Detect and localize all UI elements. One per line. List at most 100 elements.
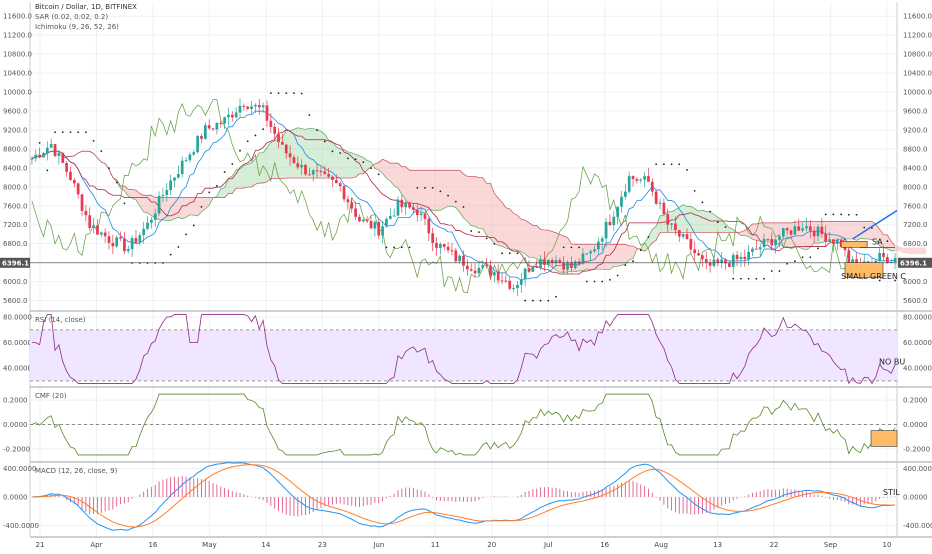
candle-body bbox=[188, 154, 192, 161]
candle-body bbox=[466, 265, 469, 270]
candle-body bbox=[34, 154, 38, 159]
sar-dot bbox=[732, 277, 735, 280]
ichimoku-cloud-segment bbox=[798, 221, 803, 249]
ichimoku-cloud-segment bbox=[247, 162, 252, 188]
sar-dot bbox=[169, 253, 172, 256]
x-axis-tick-label: 11 bbox=[431, 541, 440, 549]
candle-body bbox=[751, 248, 754, 252]
sar-dot bbox=[300, 92, 303, 95]
candle-body bbox=[785, 228, 789, 231]
candle-body bbox=[689, 238, 693, 250]
candle-body bbox=[635, 179, 639, 181]
candle-body bbox=[674, 223, 677, 231]
candle-body bbox=[53, 144, 57, 156]
macd-pane-title[interactable]: MACD (12, 26, close, 9) bbox=[35, 467, 118, 475]
ichimoku-cloud-segment bbox=[791, 222, 795, 249]
candle-body bbox=[512, 288, 515, 290]
rsi-pane-title[interactable]: RSI (14, close) bbox=[35, 316, 86, 324]
candle-body bbox=[146, 222, 149, 229]
x-axis-tick-label: 16 bbox=[148, 541, 157, 549]
sar-dot bbox=[855, 213, 858, 216]
candle-body bbox=[315, 170, 319, 172]
ichimoku-cloud-segment bbox=[848, 221, 853, 239]
candle-body bbox=[481, 265, 485, 268]
ichimoku-cloud-segment bbox=[228, 175, 233, 194]
rsi-tick-label-left: 60.0000 bbox=[3, 339, 32, 347]
candle-body bbox=[130, 238, 134, 250]
candle-body bbox=[724, 259, 727, 264]
candle-body bbox=[334, 179, 338, 184]
candle-body bbox=[431, 233, 435, 243]
ichimoku-cloud-segment bbox=[690, 206, 695, 233]
candle-body bbox=[234, 112, 238, 118]
cmf-tick-label-right: 0.2000 bbox=[903, 397, 928, 405]
sar-dot bbox=[285, 92, 288, 95]
candle-body bbox=[781, 228, 785, 237]
sar-indicator-label[interactable]: SAR (0.02, 0.02, 0.2) bbox=[35, 13, 109, 21]
ichimoku-cloud-segment bbox=[355, 154, 360, 178]
candle-body bbox=[157, 195, 161, 214]
sar-dot bbox=[531, 299, 534, 302]
candle-body bbox=[808, 226, 812, 231]
candle-body bbox=[469, 269, 473, 271]
ichimoku-cloud-segment bbox=[424, 170, 429, 213]
candle-body bbox=[793, 226, 797, 235]
candle-body bbox=[801, 228, 804, 231]
ichimoku-cloud-segment bbox=[178, 197, 183, 219]
ichimoku-cloud-segment bbox=[906, 247, 911, 255]
candle-body bbox=[508, 280, 512, 289]
ichimoku-cloud-segment bbox=[436, 170, 441, 211]
candle-body bbox=[731, 254, 735, 267]
x-axis-tick-label: Aug bbox=[654, 541, 668, 549]
candle-body bbox=[662, 202, 666, 215]
candle-body bbox=[496, 272, 500, 281]
candle-body bbox=[369, 220, 373, 229]
ichimoku-cloud-segment bbox=[270, 140, 275, 179]
sar-dot bbox=[393, 246, 396, 249]
candle-body bbox=[739, 256, 743, 260]
candle-body bbox=[485, 265, 488, 267]
ichimoku-cloud-segment bbox=[505, 207, 510, 250]
ichimoku-cloud-segment bbox=[806, 221, 811, 250]
ichimoku-cloud-segment bbox=[767, 222, 772, 242]
sar-dot bbox=[801, 256, 804, 259]
candle-body bbox=[693, 249, 697, 254]
candle-body bbox=[828, 239, 831, 242]
last-price-tag-left bbox=[0, 257, 30, 268]
price-tick-label-right: 8400.0 bbox=[903, 164, 928, 172]
candle-body bbox=[604, 221, 608, 239]
candle-body bbox=[296, 163, 300, 168]
ichimoku-cloud-segment bbox=[236, 168, 241, 189]
sar-dot bbox=[809, 256, 812, 259]
x-axis-tick-label: 23 bbox=[318, 541, 327, 549]
ichimoku-cloud-segment bbox=[652, 226, 657, 243]
candle-body bbox=[88, 215, 92, 228]
x-axis-tick-label: 14 bbox=[261, 541, 270, 549]
sar-dot bbox=[709, 210, 712, 213]
candle-body bbox=[61, 152, 65, 163]
cmf-pane-title[interactable]: CMF (20) bbox=[35, 392, 67, 400]
price-tick-label-left: 11200.0 bbox=[3, 32, 32, 40]
price-tick-label-left: 6000.0 bbox=[3, 278, 28, 286]
candle-body bbox=[893, 258, 897, 263]
candle-body bbox=[196, 136, 199, 153]
rsi-tick-label-right: 60.0000 bbox=[903, 339, 932, 347]
ichimoku-cloud-segment bbox=[787, 222, 792, 249]
candle-body bbox=[851, 259, 855, 266]
ichimoku-cloud-segment bbox=[282, 130, 287, 179]
candle-body bbox=[358, 216, 361, 222]
candle-body bbox=[681, 234, 685, 237]
ichimoku-cloud-segment bbox=[609, 244, 614, 270]
candle-body bbox=[142, 228, 146, 236]
ichimoku-cloud-segment bbox=[895, 246, 899, 251]
candle-body bbox=[597, 241, 600, 250]
candle-body bbox=[381, 226, 384, 236]
ichimoku-indicator-label[interactable]: Ichimoku (9, 26, 52, 26) bbox=[35, 23, 119, 31]
candle-body bbox=[581, 253, 585, 264]
candle-body bbox=[45, 147, 49, 153]
price-tick-label-left: 6800.0 bbox=[3, 240, 28, 248]
sar-dot bbox=[593, 280, 596, 283]
candle-body bbox=[554, 260, 558, 263]
